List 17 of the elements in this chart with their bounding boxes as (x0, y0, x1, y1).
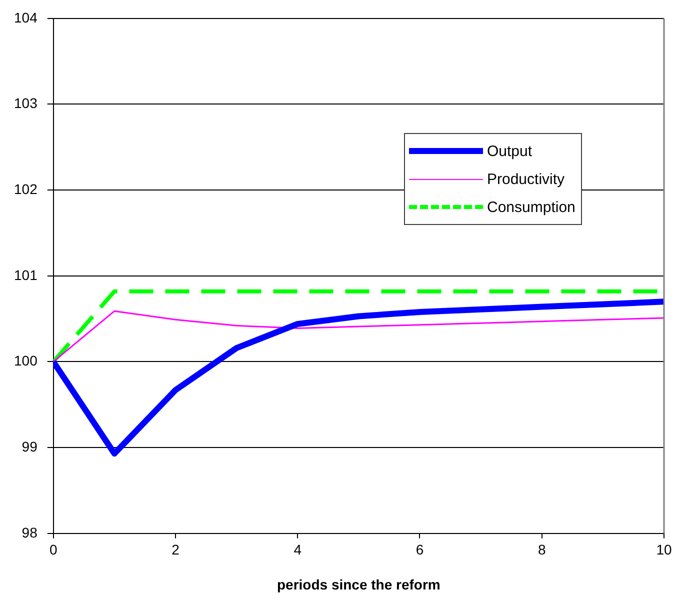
x-tick-label: 0 (49, 542, 58, 558)
y-tick-label: 104 (14, 9, 38, 26)
y-tick-label: 98 (22, 524, 38, 540)
y-tick-label: 99 (22, 438, 38, 454)
legend-label: Consumption (487, 198, 576, 216)
legend-label: Productivity (487, 170, 565, 188)
x-tick-label: 6 (416, 542, 424, 558)
x-tick-label: 8 (538, 542, 546, 558)
y-tick-label: 102 (14, 180, 38, 197)
x-tick-label: 10 (656, 542, 672, 558)
x-tick-label: 2 (172, 542, 180, 558)
y-tick-label: 103 (14, 95, 38, 112)
x-tick-label: 4 (294, 542, 302, 558)
y-tick-label: 101 (14, 266, 38, 283)
x-axis-title: periods since the reform (276, 576, 440, 592)
legend-label: Output (487, 142, 532, 160)
y-tick-label: 100 (14, 352, 38, 369)
